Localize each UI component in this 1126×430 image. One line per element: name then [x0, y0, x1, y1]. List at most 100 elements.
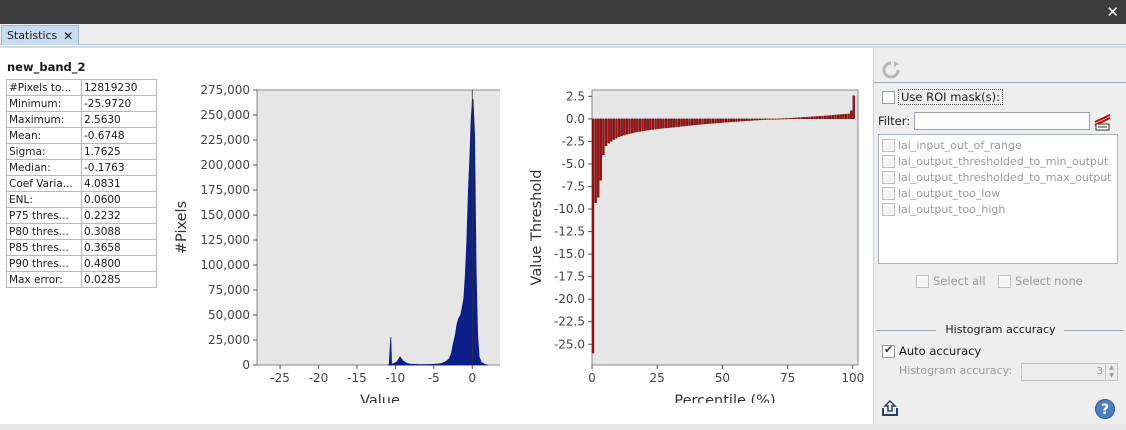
percentile-bar: [803, 117, 806, 120]
x-tick-label: -10: [386, 371, 406, 385]
stat-value: -0.6748: [81, 127, 157, 144]
percentile-bar: [737, 118, 741, 122]
checkbox-box[interactable]: [882, 90, 895, 104]
mask-list-item[interactable]: lai_output_too_high: [882, 201, 1114, 217]
x-axis-label: Value: [360, 393, 400, 403]
checkbox-box[interactable]: [998, 274, 1011, 288]
percentile-bar: [714, 118, 717, 124]
y-tick-label: 0.0: [566, 112, 585, 126]
percentile-bar: [625, 118, 629, 135]
percentile-bar: [816, 116, 819, 120]
window-close-icon[interactable]: ✕: [1106, 3, 1119, 21]
percentile-bar: [769, 118, 772, 120]
percentile-bar: [644, 118, 647, 131]
checkbox-box[interactable]: [882, 186, 895, 200]
percentile-bar: [675, 118, 678, 128]
y-tick-label: -2.5: [562, 134, 585, 148]
y-tick-label: -17.5: [554, 270, 585, 284]
percentile-bar: [800, 117, 803, 120]
percentile-bar: [745, 118, 749, 121]
percentile-bar: [805, 116, 809, 120]
stat-value: 12819230: [81, 79, 157, 96]
percentile-bar: [750, 118, 754, 121]
percentile-bar: [696, 118, 699, 125]
select-none-checkbox[interactable]: Select none: [998, 274, 1083, 288]
y-tick-label: -20.0: [554, 292, 585, 306]
x-tick-label: 50: [715, 371, 730, 385]
percentile-bar: [850, 110, 853, 120]
checkbox-box[interactable]: [882, 138, 895, 152]
y-tick-label: -12.5: [554, 225, 585, 239]
y-tick-label: 100,000: [200, 258, 250, 272]
y-tick-label: 275,000: [200, 83, 250, 97]
use-roi-mask-checkbox[interactable]: Use ROI mask(s):: [882, 89, 1003, 105]
percentile-bar: [719, 118, 722, 123]
percentile-bar: [672, 118, 676, 128]
window-titlebar: ✕: [0, 0, 1126, 24]
clear-filter-icon[interactable]: [1092, 110, 1114, 132]
auto-accuracy-checkbox[interactable]: Auto accuracy: [882, 343, 981, 358]
band-name: new_band_2: [7, 60, 86, 74]
stat-key: P75 thres...: [6, 207, 82, 224]
histogram-chart: -25 -20 -15 -10 -5 0 0 25,000 50,000 75,000 100,00…: [174, 83, 500, 403]
percentile-bar: [610, 118, 613, 142]
percentile-bar: [842, 114, 845, 120]
checkbox-box[interactable]: [916, 274, 929, 288]
x-tick-label: 0: [588, 371, 596, 385]
stat-key: Minimum:: [6, 95, 82, 112]
select-all-checkbox[interactable]: Select all: [916, 274, 986, 288]
checkbox-box[interactable]: [882, 202, 895, 216]
filter-input[interactable]: [914, 112, 1091, 130]
plot-area: [591, 89, 859, 366]
percentile-bar: [790, 117, 793, 120]
mask-list-item[interactable]: lai_output_thresholded_to_max_output: [882, 169, 1114, 185]
help-icon[interactable]: ?: [1095, 399, 1115, 419]
refresh-icon[interactable]: [881, 60, 901, 80]
checkbox-box[interactable]: [882, 170, 895, 184]
percentile-bar: [623, 118, 626, 136]
percentile-bar: [771, 118, 775, 120]
stat-key: ENL:: [6, 191, 82, 208]
x-tick-label: 25: [650, 371, 665, 385]
stat-value: -0.1763: [81, 159, 157, 176]
percentile-bar: [821, 115, 824, 120]
histogram-accuracy-spinner[interactable]: 3 ▲ ▼: [1021, 363, 1118, 381]
mask-list-item[interactable]: lai_input_out_of_range: [882, 137, 1114, 153]
percentile-bar: [709, 118, 712, 124]
y-tick-label: -15.0: [554, 247, 585, 261]
x-tick-label: 100: [841, 371, 864, 385]
mask-list-item[interactable]: lai_output_too_low: [882, 185, 1114, 201]
statistics-table: #Pixels to... 12819230 Minimum: -25.9720 Max…: [6, 79, 157, 288]
tab-close-icon[interactable]: ✕: [63, 28, 74, 43]
percentile-bar: [787, 118, 790, 120]
histogram-accuracy-label: Histogram accuracy:: [899, 364, 1013, 377]
percentile-bar: [724, 118, 728, 123]
x-tick-label: -25: [270, 371, 290, 385]
stat-key: Maximum:: [6, 111, 82, 128]
percentile-bar: [649, 118, 652, 131]
percentile-bar: [664, 118, 668, 129]
percentile-bar: [795, 117, 798, 120]
tab-statistics[interactable]: Statistics ✕: [1, 25, 80, 45]
stat-key: P85 thres...: [6, 239, 82, 256]
percentile-bar: [847, 113, 850, 120]
percentile-bar: [683, 118, 686, 127]
percentile-bar: [599, 118, 602, 181]
x-tick-label: -20: [309, 371, 329, 385]
y-tick-label: 0: [242, 358, 250, 372]
percentile-bar: [636, 118, 639, 133]
separator: [876, 330, 936, 331]
separator: [1064, 330, 1124, 331]
checkbox-box[interactable]: [882, 154, 895, 168]
percentile-bar: [735, 118, 738, 122]
stats-row: P75 thres... 0.2232: [6, 207, 157, 224]
spinner-arrows-icon[interactable]: ▲ ▼: [1105, 364, 1117, 380]
stats-row: Max error: 0.0285: [6, 271, 157, 288]
percentile-bar: [758, 118, 762, 121]
filter-row: Filter:: [878, 112, 1091, 130]
checkbox-box[interactable]: [882, 343, 895, 358]
export-icon[interactable]: [881, 399, 899, 417]
mask-list-item[interactable]: lai_output_thresholded_to_min_output: [882, 153, 1114, 169]
y-tick-label: 2.5: [566, 89, 585, 103]
stats-row: P90 thres... 0.4800: [6, 255, 157, 272]
